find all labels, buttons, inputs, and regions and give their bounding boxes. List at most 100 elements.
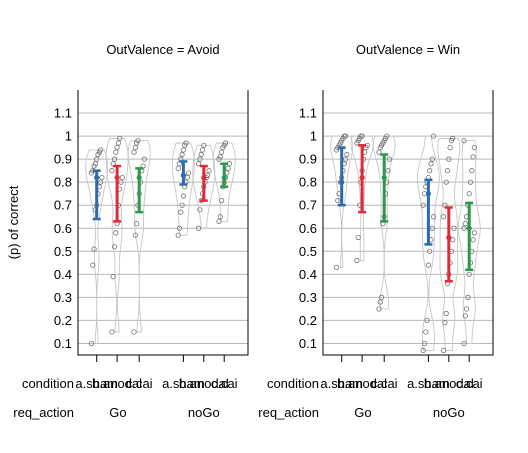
data-point [117, 135, 123, 141]
panel-title: OutValence = Win [356, 42, 460, 57]
data-point [217, 154, 223, 160]
data-point [469, 168, 475, 174]
data-point [447, 145, 453, 151]
data-point [420, 202, 426, 208]
data-point [465, 294, 471, 300]
condition-tick-label: c.cai [456, 376, 483, 391]
violin-outline [350, 135, 374, 261]
violin-outline [85, 149, 109, 344]
data-point [225, 165, 231, 171]
data-point [429, 225, 435, 231]
condition-tick-label: a.sham [407, 376, 450, 391]
data-point [184, 174, 190, 181]
group-tick-label: Go [109, 405, 126, 420]
violin-outline [171, 142, 195, 236]
data-point [421, 340, 428, 347]
violin-outline [127, 140, 151, 333]
data-point [92, 161, 99, 167]
data-point [440, 214, 447, 220]
condition-tick-label: a.sham [320, 376, 363, 391]
y-tick-label: 0.9 [299, 152, 317, 167]
condition-tick-label: a.sham [162, 376, 205, 391]
condition-tick-label: b.anodal [92, 376, 142, 391]
median-point [180, 172, 186, 178]
data-point [186, 170, 192, 176]
data-point [109, 168, 115, 174]
y-tick-label: 0.8 [54, 175, 72, 190]
data-point [90, 262, 96, 268]
data-point [219, 198, 225, 204]
data-point [354, 257, 360, 264]
data-point [423, 329, 429, 335]
y-tick-label: 0.5 [54, 244, 72, 259]
data-point [175, 232, 181, 238]
data-point [342, 133, 349, 139]
data-point [99, 174, 105, 181]
y-axis-label: (p) of correct [6, 185, 21, 259]
data-point [442, 320, 448, 326]
text-layer: (p) of correct OutValence = Avoid 0.1 0.2 0.… [6, 42, 483, 420]
data-point [131, 149, 137, 155]
data-point [462, 313, 468, 319]
group-tick-label: Go [354, 405, 371, 420]
data-point [114, 145, 120, 151]
data-point [430, 133, 437, 139]
y-tick-label: 1.1 [299, 106, 317, 121]
data-point [335, 198, 341, 204]
data-point [385, 168, 391, 174]
data-point [201, 142, 207, 148]
data-point [344, 151, 350, 158]
x-row-title-condition: condition [22, 376, 74, 391]
data-point [206, 168, 212, 174]
data-point [450, 135, 456, 141]
data-point [443, 179, 449, 185]
condition-tick-label: b.anodal [337, 376, 387, 391]
data-point [444, 168, 451, 174]
data-point [446, 156, 452, 162]
data-point [111, 156, 118, 162]
y-tick-label: 0.8 [299, 175, 317, 190]
y-tick-label: 1 [310, 129, 317, 144]
data-point [94, 156, 100, 162]
median-point [221, 174, 227, 181]
violin-outline [437, 137, 461, 351]
data-point [420, 347, 426, 353]
data-point [427, 248, 433, 254]
data-point [175, 165, 181, 171]
median-point [425, 191, 431, 197]
x-row-title-req-action: req_action [13, 405, 74, 420]
violin-outline [192, 144, 216, 229]
data-point [424, 317, 430, 324]
data-point [378, 294, 385, 300]
y-tick-label: 0.9 [54, 152, 72, 167]
data-point [467, 179, 474, 185]
data-point [466, 271, 472, 277]
data-point [428, 161, 434, 167]
data-point [427, 168, 433, 174]
y-tick-label: 0.5 [299, 244, 317, 259]
data-point [471, 230, 477, 236]
data-point [180, 193, 186, 199]
condition-tick-label: b.anodal [424, 376, 474, 391]
frame-layer [77, 90, 494, 362]
data-point [333, 264, 340, 271]
data-point [461, 225, 467, 231]
group-tick-label: noGo [188, 405, 220, 420]
x-row-title-req-action: req_action [258, 405, 319, 420]
data-point [196, 225, 202, 231]
data-point [98, 179, 104, 185]
y-tick-label: 0.1 [54, 336, 72, 351]
data-point [451, 225, 457, 231]
y-tick-label: 0.7 [299, 198, 317, 213]
y-tick-label: 0.1 [299, 336, 317, 351]
panel-frame [322, 90, 494, 356]
condition-tick-label: c.cai [211, 376, 238, 391]
median-point [339, 179, 345, 185]
median-point [94, 174, 100, 181]
data-point [118, 179, 124, 185]
data-point [179, 202, 185, 208]
data-point [355, 234, 361, 241]
y-tick-label: 0.3 [54, 290, 72, 305]
data-point [430, 214, 437, 220]
data-point [219, 149, 225, 155]
